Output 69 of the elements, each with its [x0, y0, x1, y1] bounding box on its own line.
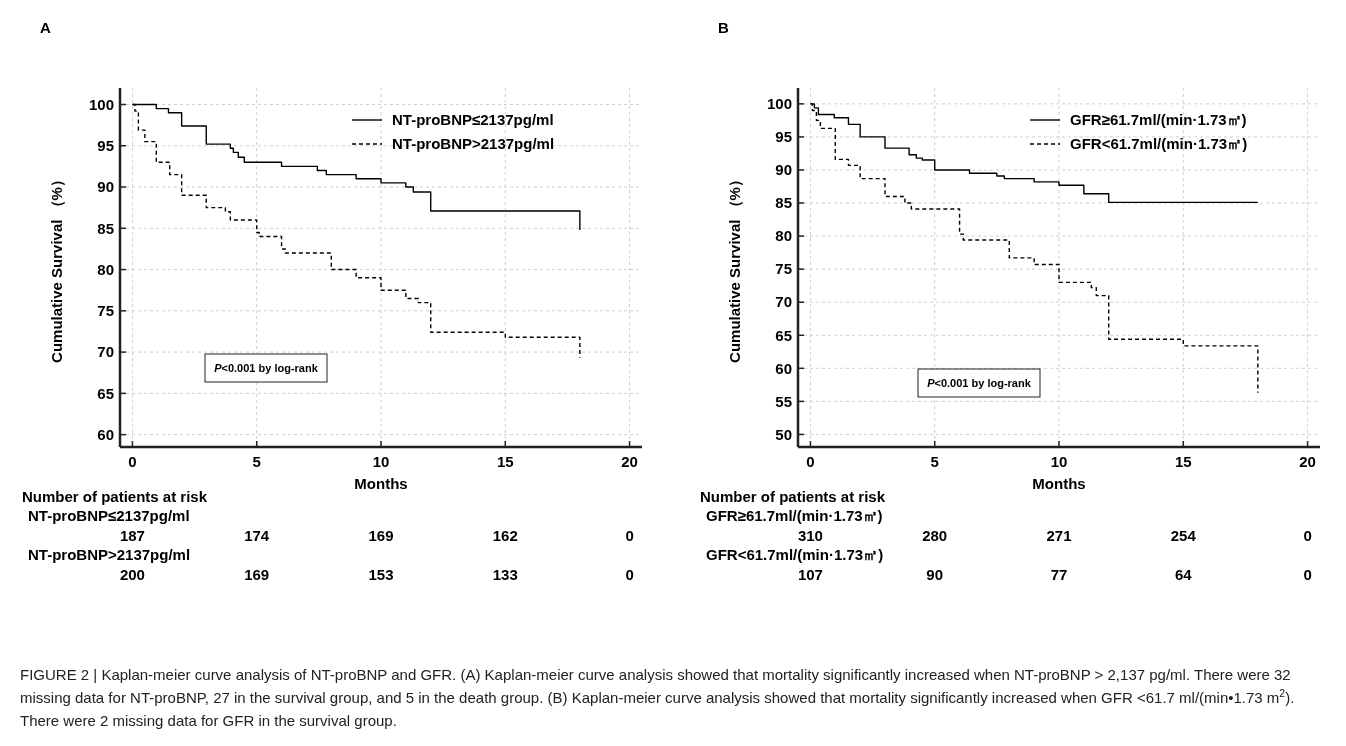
y-tick-label: 90 — [97, 178, 114, 196]
text: 0 — [1303, 527, 1312, 544]
y-tick-label: 70 — [775, 293, 792, 311]
text: 254 — [1170, 527, 1197, 544]
y-tick-label: 85 — [97, 219, 114, 237]
text: 153 — [368, 566, 394, 583]
text: 77 — [1050, 566, 1068, 583]
text: 310 — [797, 527, 823, 544]
y-tick-label: 100 — [88, 95, 114, 113]
y-tick-label: 70 — [97, 343, 114, 361]
x-tick-label: 5 — [930, 453, 939, 470]
text: 64 — [1174, 566, 1193, 583]
text: 107 — [797, 566, 823, 583]
x-tick-label: 0 — [806, 453, 815, 470]
text: 174 — [244, 527, 270, 544]
text: 169 — [368, 527, 394, 544]
text: 0 — [625, 527, 634, 544]
annotation: P<0.001 by log-rank — [927, 376, 1032, 389]
text: 280 — [922, 527, 948, 544]
text: FIGURE 2 | Kaplan-meier curve analysis of NT-proBNP and GFR. (A) Kaplan-meier curve analysis showed that mortality significantly increased when NT-proBNP > 2,137 pg/ml. There were 32 missing data for NT-proBNP, 27 in the survival group, and 5 in the death group. (B) Kaplan-meier curve analysis showed that mortality significantly increased when GFR <61.7 ml/(min•1.73 m$^{2}$). There were 2 missing data for GFR in the survival group. — [20, 666, 1295, 729]
text: 187 — [119, 527, 145, 544]
text: 162 — [492, 527, 518, 544]
chart-title: A — [40, 19, 51, 36]
text: 200 — [119, 566, 145, 583]
x-tick-label: 20 — [621, 453, 638, 470]
y-tick-label: 75 — [775, 260, 792, 278]
x-tick-label: 0 — [128, 453, 137, 470]
x-tick-label: 15 — [496, 453, 514, 470]
text: 0 — [625, 566, 634, 583]
y-tick-label: 95 — [97, 137, 114, 155]
text: NT-proBNP≤2137pg/ml — [28, 507, 190, 524]
x-tick-label: 10 — [1050, 453, 1068, 470]
y-tick-label: 90 — [775, 161, 792, 179]
legend-label: GFR<61.7ml/(min·1.73㎡) — [1070, 135, 1248, 153]
y-tick-label: 80 — [97, 260, 114, 278]
text: 90 — [926, 566, 944, 583]
legend-label: NT-proBNP>2137pg/ml — [392, 135, 555, 153]
x-tick-label: 20 — [1299, 453, 1316, 470]
y-tick-label: 85 — [775, 194, 792, 212]
x-tick-label: 10 — [372, 453, 390, 470]
text: NT-proBNP>2137pg/ml — [28, 546, 191, 563]
x-axis-title: Months — [1032, 475, 1086, 492]
text: 271 — [1046, 527, 1072, 544]
x-axis-title: Months — [354, 475, 408, 492]
y-tick-label: 60 — [97, 425, 114, 443]
chart-title: B — [718, 19, 729, 36]
text: 169 — [244, 566, 270, 583]
x-tick-label: 5 — [252, 453, 261, 470]
y-tick-label: 65 — [775, 326, 792, 344]
y-axis-title: Cumulative Survival （%） — [726, 172, 743, 363]
y-tick-label: 95 — [775, 128, 792, 146]
y-tick-label: 65 — [97, 384, 114, 402]
legend-label: NT-proBNP≤2137pg/ml — [392, 111, 554, 129]
annotation: P<0.001 by log-rank — [214, 361, 319, 374]
y-tick-label: 55 — [775, 392, 792, 410]
text: GFR<61.7ml/(min·1.73㎡) — [706, 546, 884, 563]
y-tick-label: 80 — [775, 227, 792, 245]
y-tick-label: 75 — [97, 302, 114, 320]
text: Number of patients at risk — [700, 488, 886, 505]
legend-label: GFR≥61.7ml/(min·1.73㎡) — [1070, 111, 1247, 129]
text: GFR≥61.7ml/(min·1.73㎡) — [706, 507, 883, 524]
text: 133 — [492, 566, 518, 583]
text: 0 — [1303, 566, 1312, 583]
x-tick-label: 15 — [1174, 453, 1192, 470]
y-axis-title: Cumulative Survival （%） — [48, 172, 65, 363]
y-tick-label: 50 — [775, 425, 792, 443]
y-tick-label: 60 — [775, 359, 792, 377]
y-tick-label: 100 — [766, 95, 792, 113]
text: Number of patients at risk — [22, 488, 208, 505]
